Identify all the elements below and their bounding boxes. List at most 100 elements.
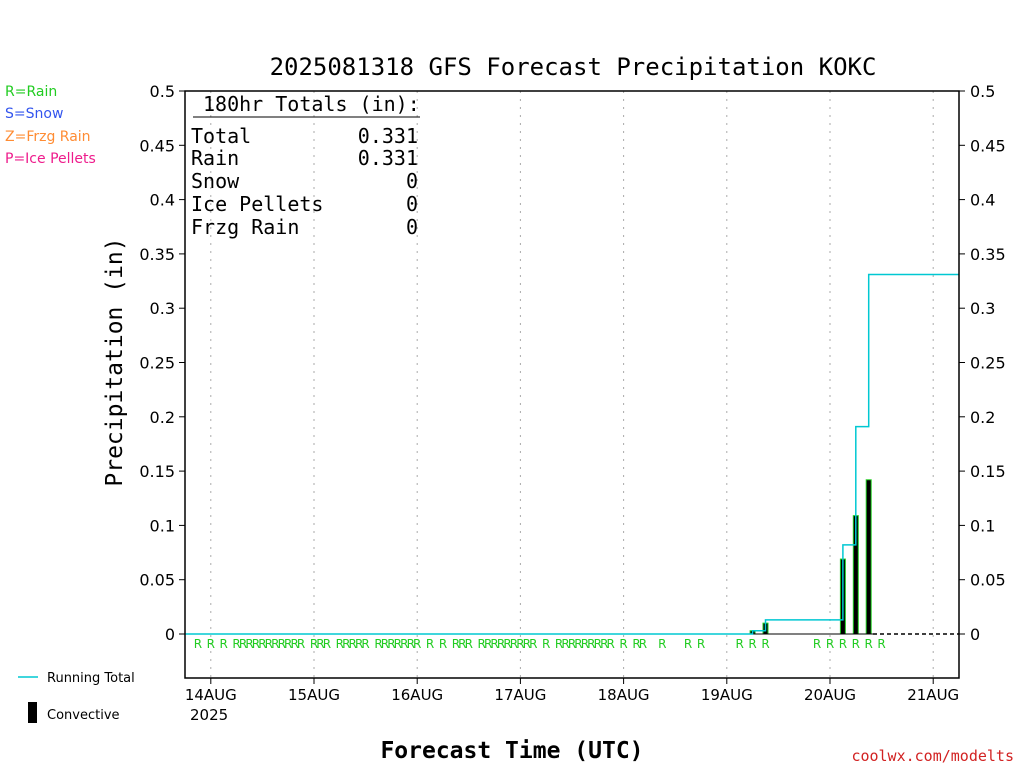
precip-type-marker-35: R [484, 637, 492, 651]
y-tick-label-right: 0.3 [970, 299, 995, 318]
watermark: coolwx.com/modelts [851, 747, 1014, 765]
x-grid [210, 91, 934, 678]
totals-label-rain: Rain [191, 146, 239, 170]
x-tick-label-5: 19AUG [701, 686, 753, 704]
precip-type-marker-6: R [252, 637, 260, 651]
precip-type-marker-17: R [336, 637, 344, 651]
precip-type-marker-9: R [271, 637, 279, 651]
legend-frzg-rain: Z=Frzg Rain [5, 129, 91, 145]
y-tick-label-right: 0.45 [970, 136, 1006, 155]
legend-rain: R=Rain [5, 84, 57, 100]
precip-type-marker-11: R [284, 637, 292, 651]
y-tick-label-left: 0.45 [139, 136, 175, 155]
totals-label-snow: Snow [191, 169, 240, 193]
y-tick-label-right: 0 [970, 625, 980, 644]
precip-type-marker-28: R [413, 637, 421, 651]
precip-type-marker-26: R [400, 637, 408, 651]
precip-type-marker-23: R [381, 637, 389, 651]
precip-type-marker-46: R [568, 637, 576, 651]
precip-type-marker-34: R [478, 637, 486, 651]
convective-legend-swatch [28, 702, 37, 723]
precip-type-marker-53: R [619, 637, 627, 651]
precip-type-marker-59: R [736, 637, 744, 651]
precip-type-marker-15: R [316, 637, 324, 651]
y-tick-label-left: 0.4 [150, 191, 175, 210]
totals-value-total: 0.331 [358, 124, 418, 148]
running-total-legend-label: Running Total [47, 671, 135, 686]
y-tick-label-left: 0.35 [139, 245, 175, 264]
y-tick-label-right: 0.05 [970, 571, 1006, 590]
precip-type-marker-19: R [349, 637, 357, 651]
totals-label-ice-pellets: Ice Pellets [191, 192, 323, 216]
chart-title: 2025081318 GFS Forecast Precipitation KO… [270, 53, 877, 81]
precip-type-marker-37: R [497, 637, 505, 651]
x-tick-label-4: 18AUG [598, 686, 650, 704]
x-tick-label-6: 20AUG [804, 686, 856, 704]
precip-type-marker-52: R [607, 637, 615, 651]
y-tick-label-left: 0.25 [139, 354, 175, 373]
precip-type-marker-56: R [658, 637, 666, 651]
precip-type-marker-18: R [342, 637, 350, 651]
x-axis-label: Forecast Time (UTC) [380, 738, 643, 764]
totals-value-frzg-rain: 0 [406, 215, 418, 239]
precip-type-marker-42: R [529, 637, 537, 651]
legend-ice-pellets: P=Ice Pellets [5, 151, 96, 167]
precip-type-marker-66: R [865, 637, 873, 651]
precip-type-marker-0: R [194, 637, 202, 651]
precip-type-marker-61: R [761, 637, 769, 651]
precip-type-marker-1: R [207, 637, 215, 651]
running-total-line [185, 273, 959, 635]
y-tick-label-right: 0.2 [970, 408, 995, 427]
x-tick-label-0: 14AUG [185, 686, 237, 704]
precip-type-marker-65: R [852, 637, 860, 651]
precip-type-legend: R=Rain S=Snow Z=Frzg Rain P=Ice Pellets [5, 84, 96, 167]
precip-type-marker-33: R [465, 637, 473, 651]
precip-type-marker-49: R [587, 637, 595, 651]
y-tick-label-left: 0.2 [150, 408, 175, 427]
precip-type-marker-16: R [323, 637, 331, 651]
precip-type-marker-4: R [239, 637, 247, 651]
legend-snow: S=Snow [5, 106, 63, 122]
precip-type-marker-50: R [594, 637, 602, 651]
precip-type-marker-27: R [407, 637, 415, 651]
y-axis-label: Precipitation (in) [102, 237, 128, 486]
precip-type-marker-55: R [639, 637, 647, 651]
precip-type-marker-12: R [290, 637, 298, 651]
precip-type-marker-43: R [542, 637, 550, 651]
precip-type-marker-51: R [600, 637, 608, 651]
precip-type-marker-32: R [458, 637, 466, 651]
totals-label-total: Total [191, 124, 251, 148]
precip-type-marker-5: R [245, 637, 253, 651]
series-legend: Running Total Convective [18, 671, 135, 723]
precip-type-marker-48: R [581, 637, 589, 651]
precip-bars [749, 479, 872, 635]
x-tick-label-3: 17AUG [494, 686, 546, 704]
totals-box: 180hr Totals (in): Total 0.331 Rain 0.33… [191, 92, 420, 239]
x-tick-label-7: 21AUG [907, 686, 959, 704]
y-tick-label-left: 0 [165, 625, 175, 644]
precip-type-marker-7: R [258, 637, 266, 651]
precip-type-marker-20: R [355, 637, 363, 651]
y-tick-label-left: 0.5 [150, 82, 175, 101]
x-tick-label-2: 16AUG [391, 686, 443, 704]
precip-type-marker-62: R [813, 637, 821, 651]
convective-legend-label: Convective [47, 708, 120, 723]
y-tick-label-right: 0.25 [970, 354, 1006, 373]
y-tick-label-left: 0.05 [139, 571, 175, 590]
totals-value-snow: 0 [406, 169, 418, 193]
y-tick-label-left: 0.1 [150, 516, 175, 535]
plot-frame [184, 90, 960, 679]
y-tick-label-right: 0.5 [970, 82, 995, 101]
precip-type-marker-47: R [574, 637, 582, 651]
totals-heading: 180hr Totals (in): [203, 92, 420, 116]
precip-type-marker-44: R [555, 637, 563, 651]
precip-type-marker-31: R [452, 637, 460, 651]
precip-type-marker-60: R [748, 637, 756, 651]
precip-type-marker-67: R [877, 637, 885, 651]
x-tick-label-1: 15AUG [288, 686, 340, 704]
totals-value-ice-pellets: 0 [406, 192, 418, 216]
precip-type-marker-24: R [387, 637, 395, 651]
y-tick-label-right: 0.1 [970, 516, 995, 535]
x-axis-ticks: 14AUG 15AUG 16AUG 17AUG 18AUG 19AUG 20AUG 21AUG [185, 678, 959, 704]
precip-type-marker-2: R [220, 637, 228, 651]
